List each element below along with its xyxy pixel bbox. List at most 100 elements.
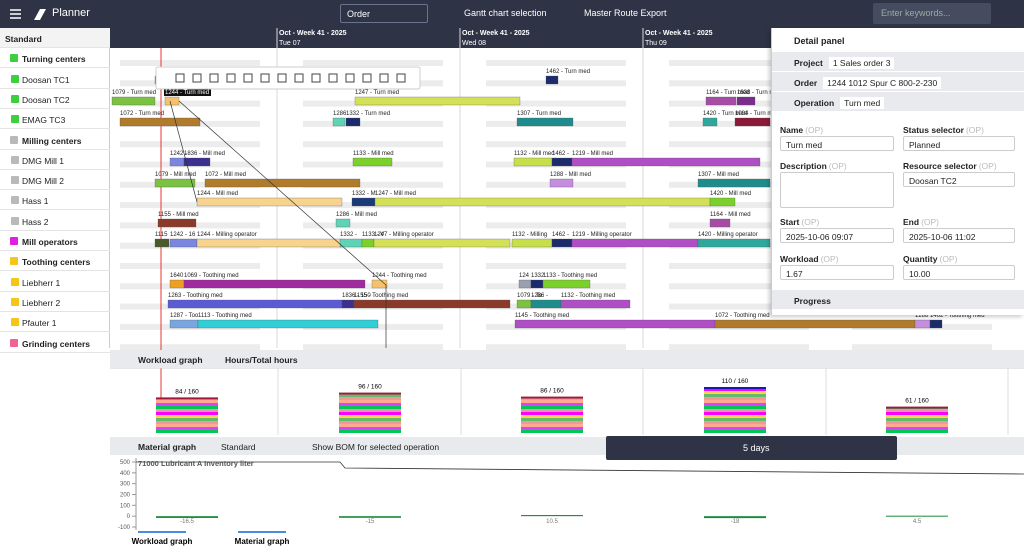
operation-bar[interactable]: [571, 157, 761, 167]
logo: [10, 9, 46, 20]
resource-row[interactable]: DMG Mill 1: [0, 150, 110, 170]
gantt-selection[interactable]: Gantt chart selection: [464, 8, 547, 18]
order-row[interactable]: Order 1244 1012 Spur C 800-2-230: [772, 72, 1024, 92]
operation-bar[interactable]: [551, 157, 573, 167]
operation-bar[interactable]: [551, 238, 573, 248]
operation-bar[interactable]: [697, 178, 771, 188]
resource-row[interactable]: Liebherr 1: [0, 272, 110, 292]
operation-bar[interactable]: [335, 218, 351, 228]
operation-bar[interactable]: [167, 299, 343, 309]
operation-bar[interactable]: [164, 96, 180, 106]
operation-bar[interactable]: [332, 117, 346, 127]
resource-row[interactable]: Pfauter 1: [0, 312, 110, 333]
operation-bar[interactable]: [697, 238, 771, 248]
operation-bar[interactable]: [154, 178, 196, 188]
range-select[interactable]: 5 days: [743, 443, 770, 453]
operation-bar[interactable]: [345, 117, 361, 127]
resource-row[interactable]: Hass 1: [0, 190, 110, 211]
operation-bar[interactable]: [513, 157, 553, 167]
field-input[interactable]: Turn med: [780, 136, 894, 151]
resource-row[interactable]: EMAG TC3: [0, 109, 110, 130]
operation-bar[interactable]: [196, 197, 343, 207]
operation-bar[interactable]: [518, 279, 532, 289]
operation-bar[interactable]: [545, 75, 559, 85]
resource-row[interactable]: Doosan TC2: [0, 89, 110, 109]
unit-select[interactable]: Hours/Total hours: [225, 355, 298, 365]
operation-bar[interactable]: [352, 157, 393, 167]
resource-row[interactable]: Hass 2: [0, 211, 110, 231]
operation-bar[interactable]: [157, 218, 197, 228]
field-input[interactable]: 2025-10-06 09:07: [780, 228, 894, 243]
operation-bar[interactable]: [530, 279, 544, 289]
resource-row[interactable]: DMG Mill 2: [0, 170, 110, 191]
operation-bar[interactable]: [119, 117, 201, 127]
material-view-select[interactable]: Standard: [221, 442, 256, 452]
operation-bar[interactable]: [371, 279, 388, 289]
operation-bar[interactable]: [516, 299, 532, 309]
operation-bar[interactable]: [204, 178, 361, 188]
bottom-tab[interactable]: Material graph: [235, 537, 290, 546]
field-input[interactable]: Planned: [903, 136, 1015, 151]
operation-bar[interactable]: [341, 299, 355, 309]
operation-bar[interactable]: [714, 319, 916, 329]
operation-bar[interactable]: [196, 238, 343, 248]
operation-bar[interactable]: [169, 238, 198, 248]
operation-bar[interactable]: [511, 238, 553, 248]
operation-bar[interactable]: [709, 218, 731, 228]
group-row[interactable]: Grinding centers: [0, 333, 110, 353]
operation-bar[interactable]: [516, 117, 574, 127]
operation-bar[interactable]: [514, 319, 716, 329]
progress-row[interactable]: Progress: [772, 290, 1024, 310]
operation-bar[interactable]: [339, 238, 363, 248]
operation-bar[interactable]: [571, 238, 699, 248]
operation-bar[interactable]: [183, 157, 211, 167]
bottom-tab[interactable]: Workload graph: [132, 537, 193, 546]
operation-bar[interactable]: [374, 197, 711, 207]
operation-bar[interactable]: [361, 238, 375, 248]
field-input[interactable]: 1.67: [780, 265, 894, 280]
export-button[interactable]: Master Route Export: [584, 8, 667, 18]
field-input[interactable]: 10.00: [903, 265, 1015, 280]
group-row[interactable]: Toothing centers: [0, 251, 110, 272]
operation-bar[interactable]: [197, 319, 379, 329]
bar-label: 1244 - Toothing med: [372, 273, 427, 279]
operation-bar[interactable]: [373, 238, 511, 248]
operation-bar[interactable]: [549, 178, 574, 188]
operation-bar[interactable]: [154, 238, 170, 248]
field-input[interactable]: Doosan TC2: [903, 172, 1015, 187]
search-input[interactable]: Enter keywords...: [873, 3, 991, 24]
operation-bar[interactable]: [183, 279, 366, 289]
operation-bar[interactable]: [351, 197, 376, 207]
operation-bar[interactable]: [542, 279, 591, 289]
resource-row[interactable]: Liebherr 2: [0, 292, 110, 312]
operation-bar[interactable]: [169, 279, 185, 289]
operation-bar[interactable]: [914, 319, 931, 329]
field-input[interactable]: 2025-10-06 11:02: [903, 228, 1015, 243]
operation-bar[interactable]: [353, 299, 511, 309]
operation-bar[interactable]: [169, 319, 199, 329]
operation-row[interactable]: Operation Turn med: [772, 92, 1024, 112]
view-select[interactable]: Order: [340, 4, 428, 23]
group-row[interactable]: Milling centers: [0, 130, 110, 150]
operation-bar[interactable]: [736, 96, 756, 106]
field-input[interactable]: [780, 172, 894, 208]
bar-label: 1069 - Toothing med: [184, 273, 239, 279]
bom-toggle[interactable]: Show BOM for selected operation: [312, 442, 440, 452]
op-tag: (OP): [801, 217, 820, 227]
operation-bar[interactable]: [702, 117, 718, 127]
operation-bar[interactable]: [929, 319, 943, 329]
toolbar-icon: [243, 73, 253, 83]
operation-bar[interactable]: [169, 157, 185, 167]
operation-bar[interactable]: [354, 96, 521, 106]
operation-bar[interactable]: [705, 96, 737, 106]
operation-bar[interactable]: [560, 299, 631, 309]
project-row[interactable]: Project 1 Sales order 3: [772, 52, 1024, 72]
view-select[interactable]: Standard: [0, 28, 110, 48]
operation-bar[interactable]: [709, 197, 736, 207]
operation-bar[interactable]: [734, 117, 771, 127]
group-row[interactable]: Mill operators: [0, 231, 110, 251]
resource-row[interactable]: Doosan TC1: [0, 69, 110, 89]
group-row[interactable]: Turning centers: [0, 48, 110, 69]
operation-bar[interactable]: [111, 96, 156, 106]
operation-bar[interactable]: [530, 299, 562, 309]
